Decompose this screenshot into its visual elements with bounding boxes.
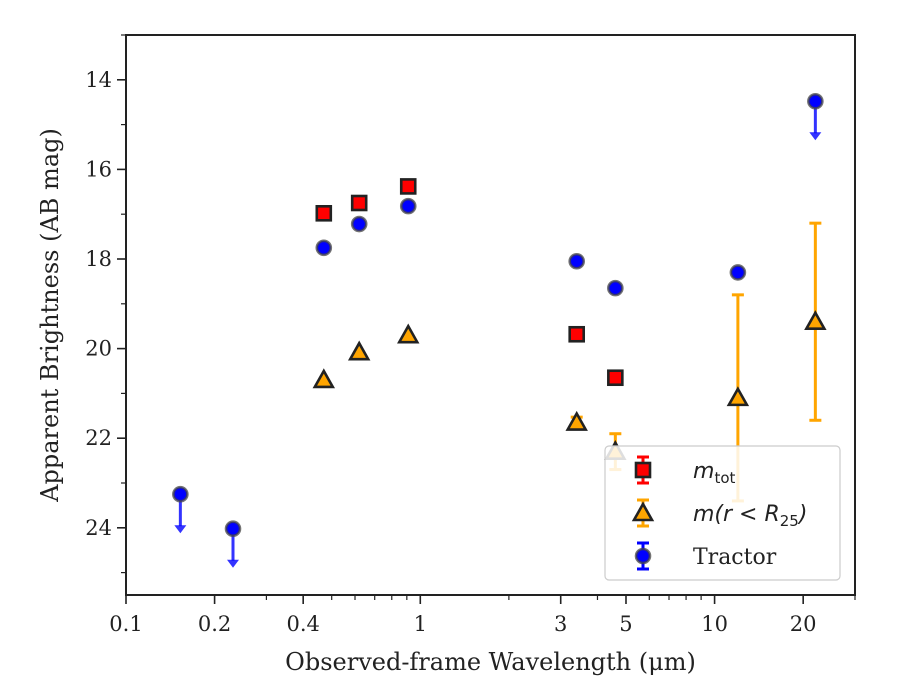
- series-square: [315, 178, 624, 387]
- square-marker: [350, 194, 368, 212]
- triangle-marker: [312, 368, 336, 389]
- x-tick-label: 10: [701, 612, 728, 636]
- series-circle: [172, 93, 824, 568]
- legend-box: [604, 445, 841, 581]
- x-tick-label: 20: [790, 612, 817, 636]
- circle-marker: [807, 93, 824, 110]
- y-tick-label: 22: [85, 426, 112, 450]
- circle-marker: [315, 239, 333, 257]
- plot-frame: [125, 34, 856, 596]
- upper-limit-arrowhead: [809, 132, 822, 141]
- square-marker: [607, 369, 624, 387]
- square-marker: [568, 325, 586, 343]
- circle-marker: [224, 520, 242, 537]
- circle-marker: [729, 264, 747, 281]
- y-axis-label: Apparent Brightness (AB mag): [36, 128, 64, 503]
- x-tick-label: 0.2: [198, 612, 231, 636]
- x-tick-label: 3: [554, 612, 567, 636]
- x-tick-label: 1: [414, 612, 427, 636]
- upper-limit-arrowhead: [174, 525, 187, 534]
- x-tick-label: 0.1: [109, 612, 142, 636]
- circle-marker: [172, 485, 189, 503]
- x-tick-label: 0.4: [286, 612, 319, 636]
- legend-circle-marker: [634, 547, 652, 565]
- chart-marks: [172, 93, 827, 568]
- square-marker: [315, 205, 333, 222]
- triangle-marker: [804, 310, 827, 331]
- circle-marker: [607, 279, 624, 297]
- triangle-marker: [726, 386, 750, 407]
- legend-label: mtot: [693, 459, 735, 487]
- triangle-marker: [397, 323, 420, 344]
- x-axis-label: Observed-frame Wavelength (μm): [285, 648, 696, 676]
- y-tick-label: 20: [85, 337, 112, 361]
- y-tick-label: 16: [85, 157, 112, 181]
- x-tick-label: 5: [619, 612, 632, 636]
- circle-marker: [399, 197, 417, 215]
- axis-ticks: 0.1 0.2 0.4 1 3 5 10 20 14 16 18 20 22 24: [85, 34, 856, 636]
- upper-limit-arrowhead: [227, 559, 240, 568]
- triangle-marker: [347, 340, 371, 361]
- circle-marker: [350, 215, 368, 233]
- y-tick-label: 18: [85, 247, 112, 271]
- y-tick-label: 24: [85, 516, 112, 540]
- triangle-marker: [565, 410, 588, 431]
- circle-marker: [568, 252, 586, 270]
- square-marker: [399, 178, 417, 195]
- y-tick-label: 14: [85, 68, 112, 92]
- legend-square-marker: [634, 461, 652, 479]
- legend-triangle-marker: [631, 501, 655, 522]
- legend-label: Tractor: [693, 545, 777, 570]
